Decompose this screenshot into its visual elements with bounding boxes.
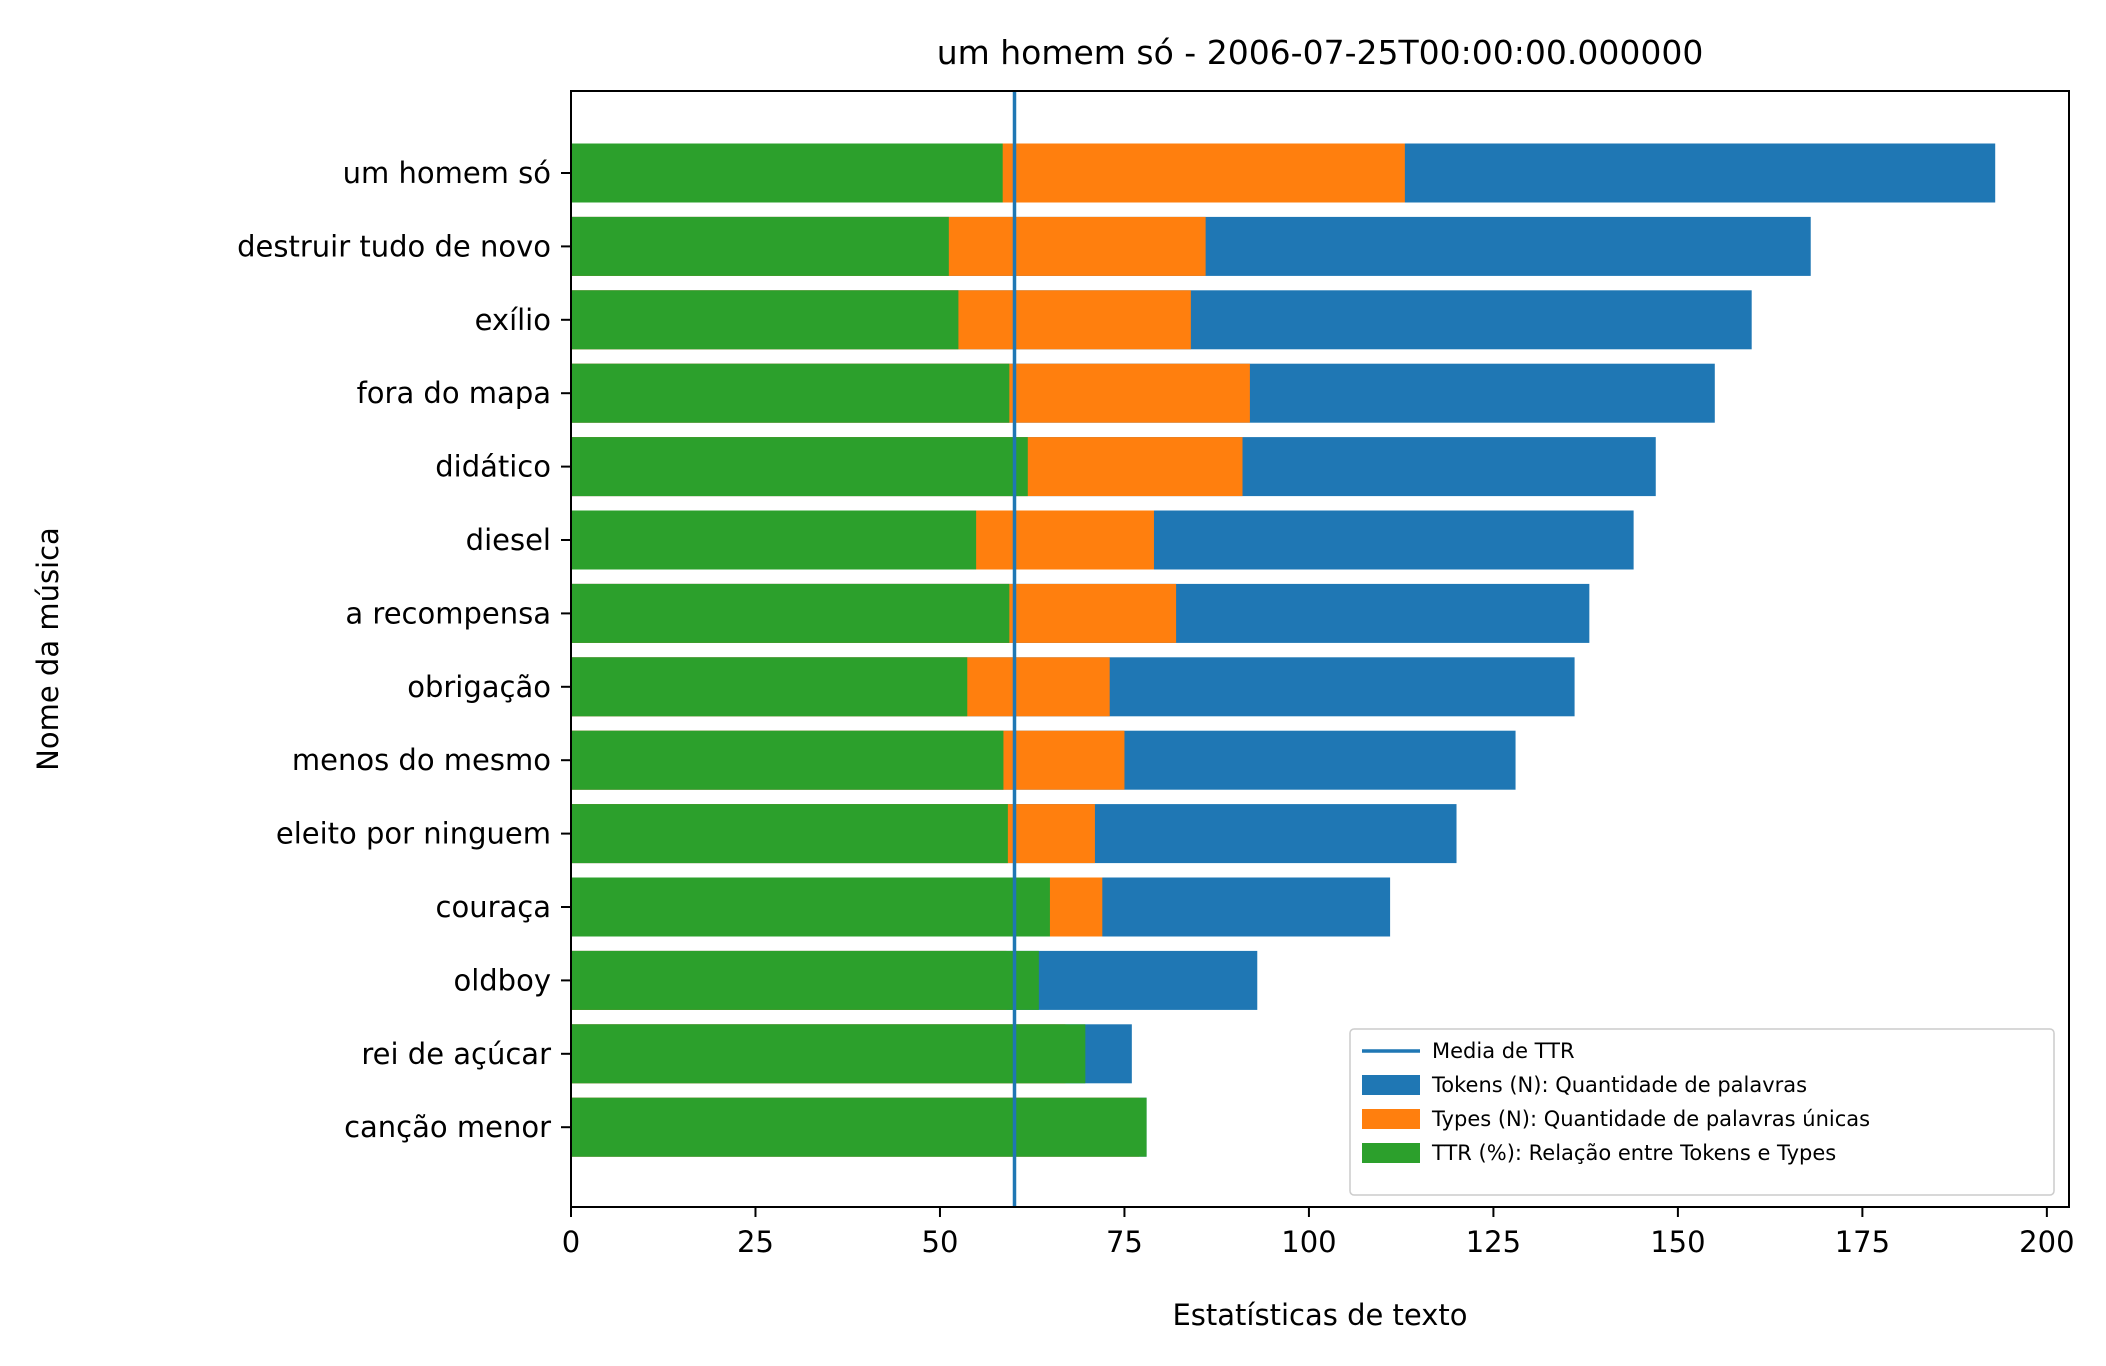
y-tick-label: canção menor (344, 1110, 551, 1144)
y-tick-label: didático (435, 450, 551, 484)
chart-title: um homem só - 2006-07-25T00:00:00.000000 (937, 33, 1704, 72)
bar-series-2-9 (571, 804, 1008, 864)
y-tick-label: a recompensa (345, 596, 551, 630)
y-tick-label: destruir tudo de novo (237, 229, 551, 263)
bar-series-2-13 (571, 1097, 1147, 1157)
x-tick-label: 200 (2019, 1225, 2074, 1259)
y-tick-label: couraça (436, 890, 551, 924)
ticks-layer: 0 25 50 75 100 125 150 175 200 um homem só destrui… (237, 156, 2074, 1259)
bar-series-2-2 (571, 290, 959, 350)
bar-series-2-12 (571, 1024, 1086, 1084)
y-tick-label: menos do mesmo (292, 743, 551, 777)
x-tick-label: 0 (562, 1225, 580, 1259)
legend-label: Tokens (N): Quantidade de palavras (1431, 1073, 1807, 1097)
bar-series-2-11 (571, 950, 1039, 1010)
bar-series-2-0 (571, 143, 1003, 203)
bar-series-2-6 (571, 583, 1010, 643)
y-tick-label: fora do mapa (357, 376, 551, 410)
legend-label: Types (N): Quantidade de palavras únicas (1431, 1107, 1870, 1131)
legend: Media de TTR Tokens (N): Quantidade de pa… (1349, 1028, 2055, 1196)
bar-series-2-4 (571, 437, 1028, 497)
legend-marker (1362, 1109, 1420, 1129)
y-axis-label: Nome da música (31, 527, 65, 771)
y-tick-label: um homem só (343, 156, 551, 190)
x-tick-label: 150 (1650, 1225, 1705, 1259)
bar-series-2-3 (571, 363, 1010, 423)
legend-label: TTR (%): Relação entre Tokens e Types (1431, 1141, 1836, 1165)
x-tick-label: 50 (922, 1225, 959, 1259)
legend-label: Media de TTR (1432, 1039, 1575, 1063)
y-tick-label: eleito por ninguem (276, 817, 551, 851)
bar-series-2-5 (571, 510, 977, 570)
x-tick-label: 75 (1106, 1225, 1143, 1259)
y-tick-label: diesel (466, 523, 551, 557)
y-tick-label: oldboy (453, 963, 551, 997)
legend-box (1349, 1028, 2055, 1196)
bar-series-2-1 (571, 216, 949, 276)
legend-marker (1362, 1143, 1420, 1163)
x-tick-label: 175 (1835, 1225, 1890, 1259)
bar-series-2-7 (571, 657, 968, 717)
x-tick-label: 125 (1466, 1225, 1521, 1259)
y-tick-label: rei de açúcar (361, 1037, 551, 1071)
x-tick-label: 25 (737, 1225, 774, 1259)
plot-frame (570, 90, 2070, 1208)
y-tick-label: obrigação (407, 670, 551, 704)
legend-marker (1362, 1075, 1420, 1095)
bar-series-2-10 (571, 877, 1050, 937)
bar-series-2-8 (571, 730, 1004, 790)
x-tick-label: 100 (1281, 1225, 1336, 1259)
bars-layer (571, 143, 1996, 1157)
y-tick-label: exílio (475, 303, 551, 337)
x-axis-label: Estatísticas de texto (1172, 1298, 1467, 1332)
